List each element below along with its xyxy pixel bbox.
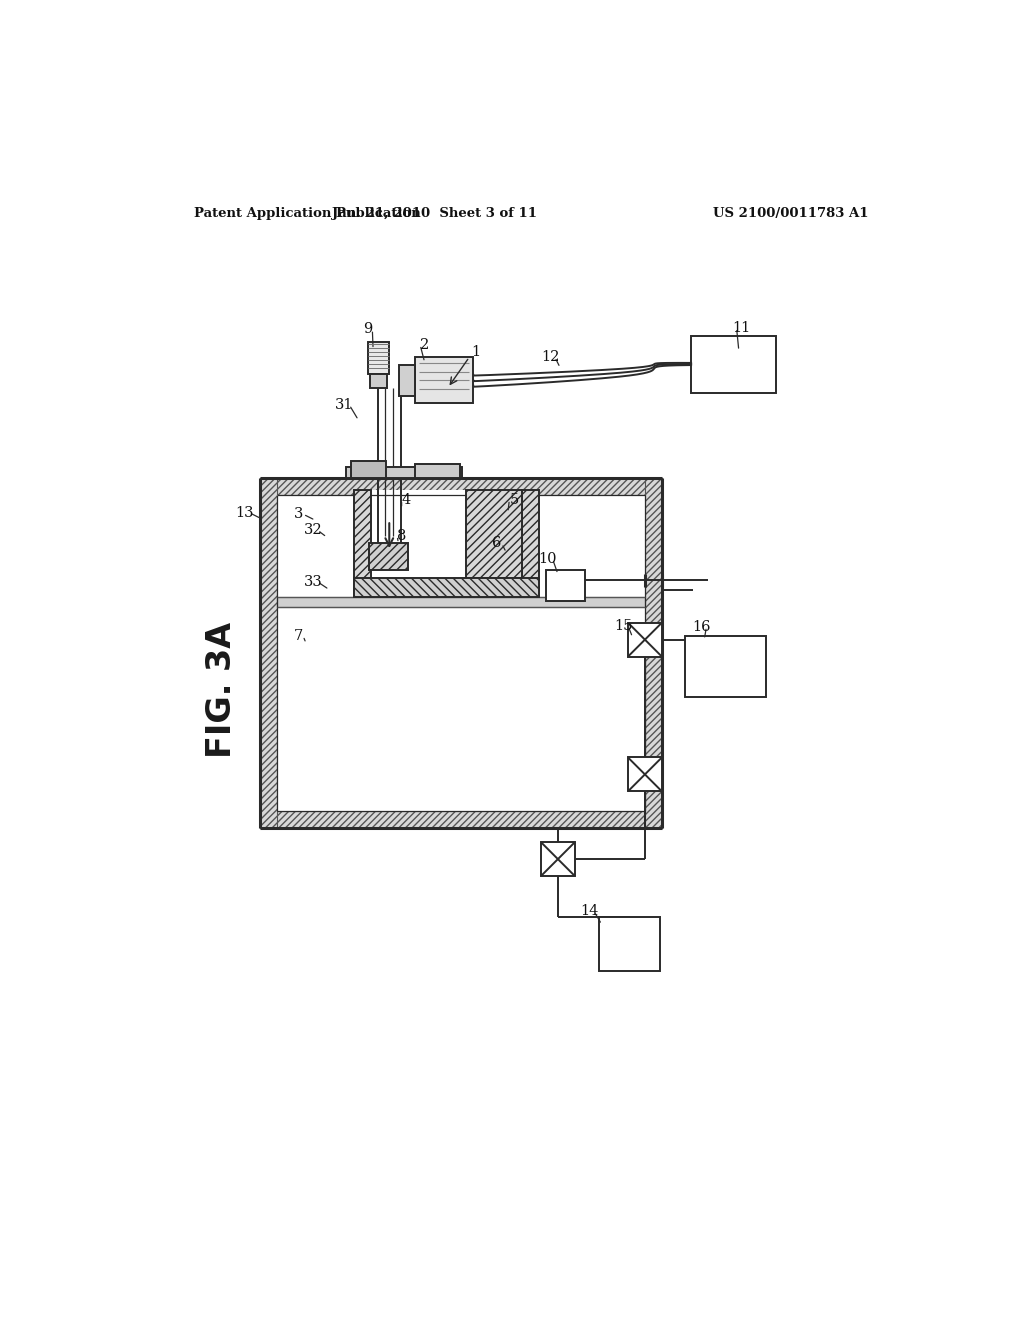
Bar (354, 578, 539, 598)
Text: 12: 12 (541, 350, 559, 364)
Bar (351, 461, 386, 478)
Text: 11: 11 (732, 321, 751, 335)
Bar (260, 478, 662, 495)
Bar (260, 812, 662, 829)
Bar (398, 364, 416, 396)
Bar (416, 465, 460, 478)
Bar (276, 598, 645, 607)
Bar (628, 623, 662, 656)
Bar (346, 467, 462, 478)
Text: 32: 32 (304, 523, 323, 537)
Text: 8: 8 (397, 529, 407, 543)
Bar (354, 490, 371, 598)
Bar (645, 478, 662, 829)
Bar (416, 358, 473, 404)
Text: Jan. 21, 2010  Sheet 3 of 11: Jan. 21, 2010 Sheet 3 of 11 (332, 207, 538, 220)
Text: 33: 33 (304, 576, 323, 589)
Bar (599, 917, 660, 970)
Bar (260, 478, 276, 829)
Text: 13: 13 (236, 506, 254, 520)
Text: 14: 14 (581, 904, 599, 919)
Bar (541, 842, 574, 876)
Text: FIG. 3A: FIG. 3A (205, 622, 238, 758)
Bar (466, 490, 521, 578)
Text: 10: 10 (539, 552, 557, 566)
Bar (521, 490, 539, 598)
Text: US 2100/0011783 A1: US 2100/0011783 A1 (713, 207, 868, 220)
Text: 4: 4 (401, 492, 411, 507)
Text: 16: 16 (692, 619, 711, 634)
Bar (370, 544, 408, 570)
Bar (369, 342, 388, 374)
Text: 9: 9 (364, 322, 373, 337)
Bar (370, 374, 387, 388)
Text: 5: 5 (509, 492, 518, 507)
Text: 31: 31 (336, 397, 354, 412)
Text: 15: 15 (614, 619, 633, 632)
Bar (371, 490, 521, 598)
Bar (628, 758, 662, 792)
Text: 1: 1 (471, 346, 480, 359)
Text: Patent Application Publication: Patent Application Publication (195, 207, 421, 220)
Bar (547, 570, 585, 601)
Bar (691, 335, 776, 393)
Text: 3: 3 (294, 507, 303, 521)
Bar (685, 636, 766, 697)
Text: 7: 7 (294, 628, 303, 643)
Bar (276, 495, 645, 812)
Text: 2: 2 (420, 338, 429, 351)
Text: 6: 6 (493, 536, 502, 550)
